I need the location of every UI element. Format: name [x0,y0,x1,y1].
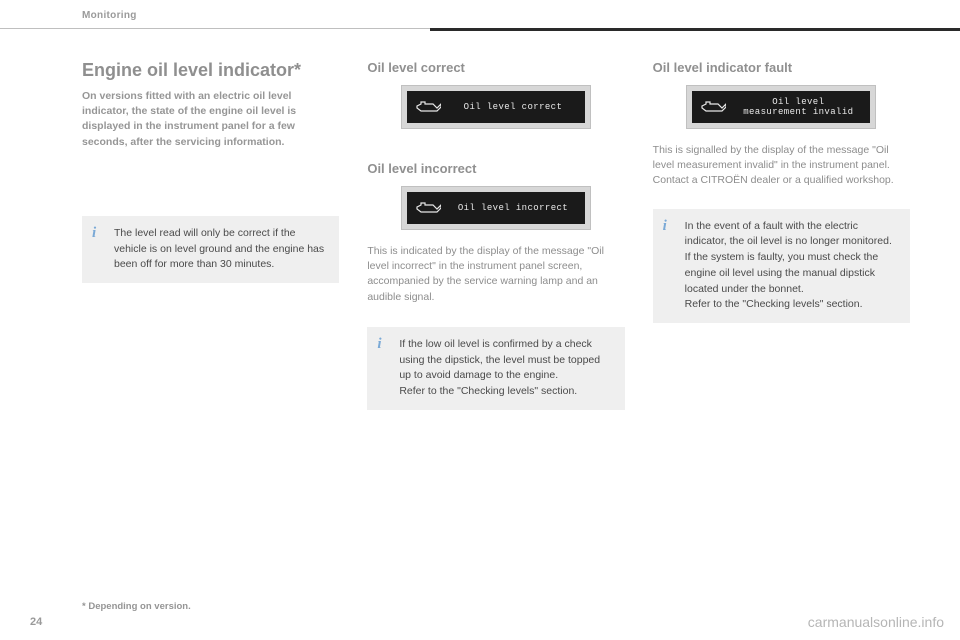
display-text: Oil level measurement invalid [734,97,862,118]
header-rule [0,28,960,30]
display-text: Oil level incorrect [449,203,577,213]
body-oil-incorrect: This is indicated by the display of the … [367,244,624,305]
display-indicator-fault: Oil level measurement invalid [686,85,876,129]
display-inner: Oil level correct [407,91,585,123]
oilcan-icon [415,100,441,114]
page-number: 24 [30,616,42,628]
column-2: Oil level correct Oil level correct Oil … [367,60,624,428]
display-oil-incorrect: Oil level incorrect [401,186,591,230]
heading-indicator-fault: Oil level indicator fault [653,60,910,75]
info-box-text: The level read will only be correct if t… [114,227,324,271]
info-box-level-read: i The level read will only be correct if… [82,216,339,283]
display-line2: measurement invalid [743,107,853,117]
watermark: carmanualsonline.info [808,614,944,630]
info-box-fault: i In the event of a fault with the elect… [653,209,910,324]
footnote: * Depending on version. [82,601,191,612]
info-box-text: In the event of a fault with the electri… [685,220,892,311]
column-3: Oil level indicator fault Oil level meas… [653,60,910,428]
page-content: Engine oil level indicator* On versions … [82,60,910,428]
heading-oil-incorrect: Oil level incorrect [367,161,624,176]
oilcan-icon [700,100,726,114]
heading-oil-correct: Oil level correct [367,60,624,75]
info-icon: i [377,337,391,351]
section-label: Monitoring [82,10,137,21]
header-rule-left [0,28,430,29]
display-inner: Oil level measurement invalid [692,91,870,123]
oilcan-icon [415,201,441,215]
info-icon: i [92,226,106,240]
page-title: Engine oil level indicator* [82,60,339,81]
display-line1: Oil level [772,97,824,107]
info-box-low-oil: i If the low oil level is confirmed by a… [367,327,624,410]
display-inner: Oil level incorrect [407,192,585,224]
section-oil-incorrect: Oil level incorrect Oil level incorrect … [367,161,624,410]
section-oil-correct: Oil level correct Oil level correct [367,60,624,143]
info-icon: i [663,219,677,233]
info-box-text: If the low oil level is confirmed by a c… [399,338,600,397]
column-1: Engine oil level indicator* On versions … [82,60,339,428]
header-rule-right [430,28,960,31]
intro-text: On versions fitted with an electric oil … [82,89,339,150]
display-text: Oil level correct [449,102,577,112]
body-indicator-fault: This is signalled by the display of the … [653,143,910,189]
display-oil-correct: Oil level correct [401,85,591,129]
